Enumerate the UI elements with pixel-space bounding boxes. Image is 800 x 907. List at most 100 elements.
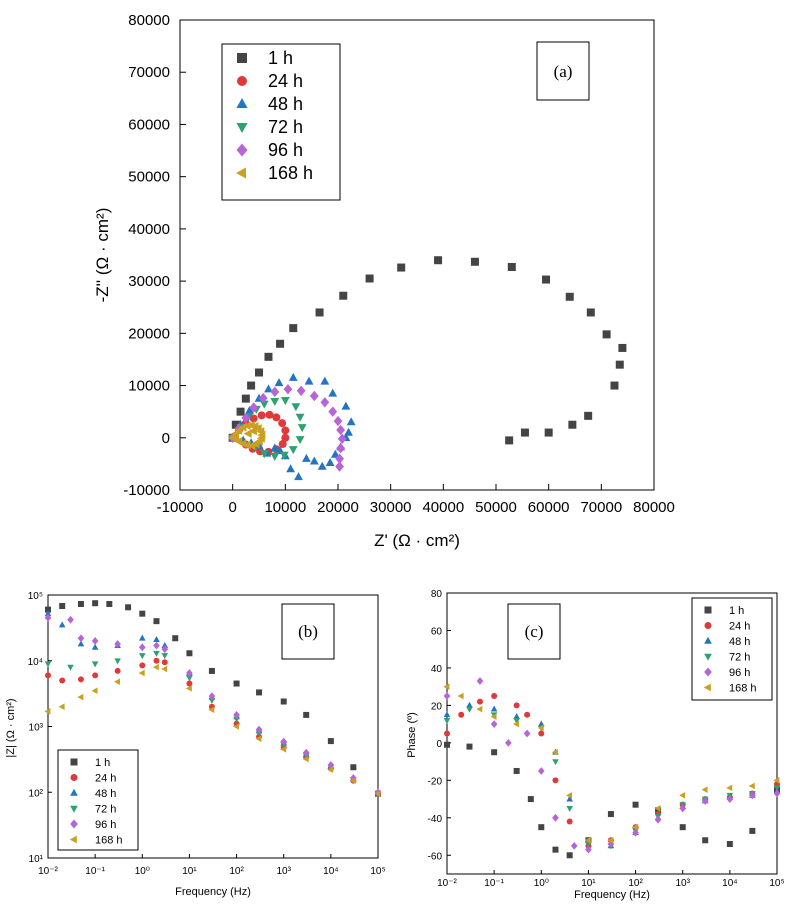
data-point (726, 784, 733, 792)
data-point (325, 458, 335, 467)
data-point (249, 414, 258, 423)
data-point (58, 703, 65, 711)
legend-label: 1 h (268, 48, 293, 68)
data-point (702, 837, 709, 844)
legend-marker (70, 805, 78, 813)
data-point (303, 711, 310, 718)
y-tick-label: -10000 (123, 482, 170, 499)
legend-marker (236, 143, 248, 157)
y-tick-label: 60 (431, 626, 443, 637)
data-point (320, 376, 330, 385)
data-point (242, 421, 251, 431)
data-point (365, 274, 374, 283)
data-point (443, 711, 451, 718)
data-point (491, 749, 498, 756)
data-point (77, 640, 85, 647)
data-point (297, 424, 307, 433)
data-point (631, 823, 638, 831)
data-point (337, 433, 347, 445)
data-point (749, 827, 756, 834)
data-point (238, 439, 247, 448)
data-point (77, 693, 84, 701)
legend-marker (69, 835, 77, 844)
data-point (153, 657, 160, 664)
y-tick-label: 60000 (128, 116, 170, 133)
data-point (336, 424, 346, 436)
data-point (44, 708, 51, 715)
nyquist-plot: -10000 0 10000 20000 30000 40000 50000 60000 700… (93, 12, 675, 550)
data-point (336, 443, 346, 454)
data-point (544, 428, 553, 437)
y-tick-label: 40000 (128, 221, 170, 238)
data-point (185, 685, 192, 692)
x-tick-label: 20000 (317, 499, 359, 516)
legend-marker (236, 167, 246, 179)
data-point (328, 406, 338, 417)
data-point (153, 618, 160, 625)
legend-label: 96 h (729, 667, 750, 679)
data-point (513, 717, 520, 724)
data-point (302, 755, 309, 763)
y-tick-label: 50000 (128, 169, 170, 186)
data-point (552, 777, 559, 784)
data-point (241, 394, 250, 403)
y-axis-label: |Z| (Ω · cm²) (5, 698, 17, 757)
legend-marker (70, 788, 78, 796)
data-point (565, 292, 574, 301)
data-point (138, 669, 145, 677)
data-point (259, 400, 269, 409)
legend-marker (236, 98, 248, 108)
data-point (444, 741, 450, 748)
data-point (138, 634, 146, 641)
data-point (255, 725, 263, 734)
data-point (288, 372, 298, 381)
data-point (466, 701, 473, 708)
data-point (283, 384, 293, 395)
legend-label: 24 h (268, 71, 303, 91)
data-point (153, 650, 160, 657)
x-axis-label: Frequency (Hz) (175, 886, 251, 898)
data-point (276, 339, 285, 348)
panel-label-box (536, 41, 590, 101)
legend-label: 168 h (95, 835, 123, 847)
data-point (584, 411, 593, 420)
data-point (270, 443, 280, 452)
data-point (444, 730, 450, 737)
x-tick-label: 10² (628, 878, 643, 889)
data-point (679, 804, 687, 813)
data-point (341, 401, 351, 410)
legend-marker (704, 622, 712, 629)
y-tick-label: 70000 (128, 64, 170, 81)
data-point (248, 426, 257, 436)
data-point (350, 764, 357, 771)
bode-phase-plot: 10⁻² 10⁻¹ 10⁰ 10¹ 10² 10³ 10⁴ 10⁵ -60 -40 -20 0 20 40… (406, 589, 785, 901)
data-point (309, 456, 319, 465)
plot-frame (179, 19, 655, 491)
data-point (139, 662, 146, 669)
data-point (458, 711, 465, 718)
data-point (91, 661, 99, 668)
legend-marker (703, 683, 711, 692)
y-tick-label: 80000 (128, 12, 170, 29)
data-point (44, 613, 52, 622)
data-point (632, 828, 639, 837)
legend-marker (237, 53, 247, 63)
data-point (280, 396, 290, 405)
data-point (333, 415, 343, 427)
data-point (507, 263, 516, 272)
data-point (434, 256, 443, 265)
data-point (470, 257, 479, 266)
x-tick-label: 10⁴ (722, 878, 737, 889)
y-tick-label: 20000 (128, 325, 170, 342)
data-point (309, 390, 319, 402)
data-point (247, 381, 256, 390)
x-axis-label: Frequency (Hz) (574, 889, 650, 901)
data-point (152, 663, 159, 671)
data-point (186, 675, 193, 682)
data-point (542, 275, 551, 284)
data-point (59, 677, 66, 684)
legend-marker (704, 653, 712, 661)
legend-label: 24 h (729, 621, 750, 633)
data-point (327, 766, 334, 774)
data-point (679, 824, 686, 831)
